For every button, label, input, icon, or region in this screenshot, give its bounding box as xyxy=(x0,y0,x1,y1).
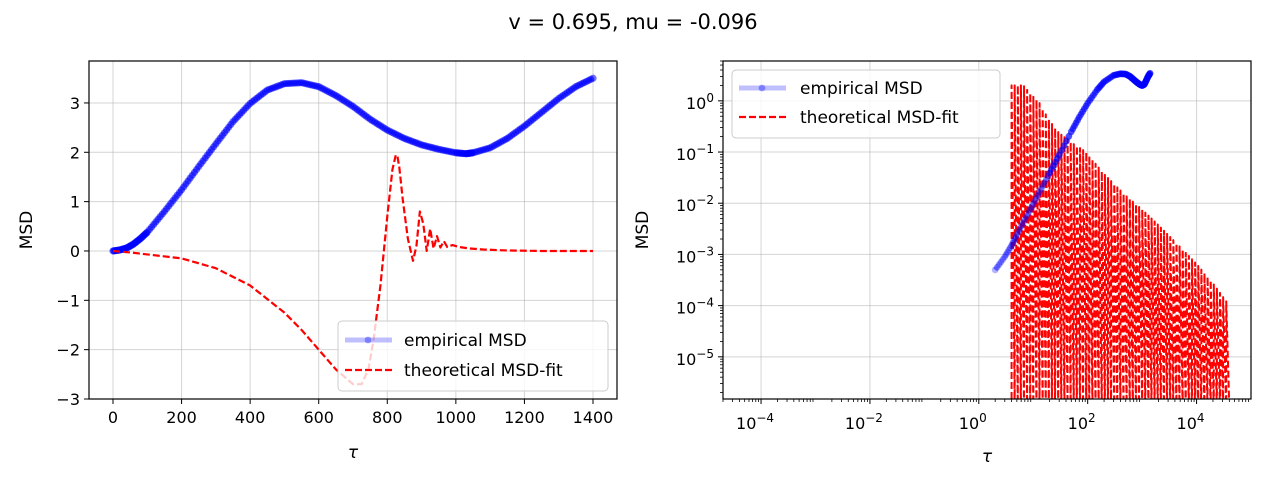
right-empirical-point xyxy=(995,261,1003,269)
left-x-tick-label: 0 xyxy=(108,408,118,427)
right-x-tick-label: 102 xyxy=(1068,411,1096,433)
right-x-tick-label: 104 xyxy=(1177,411,1205,433)
right-empirical-point xyxy=(991,266,999,274)
right-x-tick-label: 10−2 xyxy=(845,411,883,433)
left-legend-empirical-marker xyxy=(364,336,372,344)
right-series xyxy=(991,69,1231,399)
right-x-tick-label: 10−4 xyxy=(736,411,774,433)
right-empirical-point xyxy=(1001,253,1009,261)
left-legend: empirical MSD theoretical MSD-fit xyxy=(337,320,609,392)
right-empirical-point xyxy=(1033,194,1040,202)
right-empirical-point xyxy=(1031,197,1039,205)
right-y-tick-label: 10−2 xyxy=(676,193,714,215)
right-empirical-point xyxy=(1037,185,1045,193)
left-x-tick-label: 1200 xyxy=(504,408,545,427)
left-y-tick-label: −2 xyxy=(56,341,80,360)
right-x-axis-label: τ xyxy=(982,447,993,467)
right-empirical-point xyxy=(999,255,1007,263)
right-legend: empirical MSD theoretical MSD-fit xyxy=(731,69,1001,139)
left-y-axis-label: MSD xyxy=(17,211,37,250)
right-empirical-point xyxy=(1034,191,1042,199)
left-legend-empirical-label: empirical MSD xyxy=(404,331,527,351)
right-legend-empirical-marker xyxy=(758,84,766,92)
right-legend-box xyxy=(731,69,1001,139)
left-y-tick-label: 3 xyxy=(70,94,80,113)
left-x-tick-label: 200 xyxy=(166,408,197,427)
right-empirical-point xyxy=(1028,203,1035,211)
right-y-axis-label: MSD xyxy=(633,211,653,250)
left-legend-box xyxy=(337,320,609,392)
right-empirical-point xyxy=(1008,242,1015,249)
left-y-tick-label: −3 xyxy=(56,390,80,409)
left-axes-frame xyxy=(88,60,618,400)
left-y-tick-label: 2 xyxy=(70,143,80,162)
right-empirical-point xyxy=(1015,228,1022,236)
left-x-tick-label: 600 xyxy=(303,408,334,427)
right-empirical-point xyxy=(1026,206,1034,214)
right-empirical-point xyxy=(1029,200,1037,208)
right-empirical-point xyxy=(1013,231,1021,239)
figure-title: v = 0.695, mu = -0.096 xyxy=(508,10,758,34)
right-legend-theory-label: theoretical MSD-fit xyxy=(800,108,959,128)
right-y-tick-label: 10−4 xyxy=(676,296,714,318)
right-x-ticks: 10−4 10−2 100 102 104 xyxy=(722,399,1249,433)
right-empirical-point xyxy=(1016,225,1024,233)
right-empirical-point xyxy=(1036,188,1044,196)
right-empirical-point xyxy=(1042,175,1050,183)
right-empirical-point xyxy=(993,263,1001,271)
right-empirical-point xyxy=(1009,239,1017,247)
right-empirical-point xyxy=(1012,233,1020,241)
right-empirical-point xyxy=(1019,219,1027,227)
right-empirical-point xyxy=(1002,251,1010,258)
right-y-tick-label: 10−5 xyxy=(676,347,714,369)
right-empirical-point xyxy=(1024,209,1032,217)
right-empirical-point xyxy=(1041,179,1048,186)
right-empirical-point xyxy=(1004,248,1011,256)
left-y-tick-label: −1 xyxy=(56,291,80,310)
left-x-tick-label: 800 xyxy=(372,408,403,427)
right-theory-line xyxy=(1010,84,1231,399)
right-empirical-point xyxy=(1023,213,1030,220)
right-legend-empirical-label: empirical MSD xyxy=(800,79,923,99)
right-empirical-point xyxy=(1011,235,1019,243)
left-x-axis-label: τ xyxy=(348,443,359,463)
right-empirical-point xyxy=(997,258,1005,266)
right-empirical-point xyxy=(1005,246,1013,254)
left-y-tick-label: 0 xyxy=(70,242,80,261)
left-y-tick-label: 1 xyxy=(70,193,80,212)
right-x-tick-label: 100 xyxy=(959,411,987,433)
left-legend-theory-label: theoretical MSD-fit xyxy=(404,361,563,381)
left-x-tick-label: 1400 xyxy=(573,408,614,427)
right-y-tick-label: 10−3 xyxy=(676,244,714,266)
right-empirical-point xyxy=(1018,222,1026,230)
left-theory-line xyxy=(112,153,593,386)
right-empirical-point xyxy=(1010,237,1018,245)
right-panel: 10−4 10−2 100 102 104 10−510−410−310−210−110… xyxy=(633,60,1252,467)
left-series xyxy=(109,74,597,386)
left-x-ticks: 0 200 400 600 800 1000 1200 1400 xyxy=(108,399,613,427)
right-y-tick-label: 10−1 xyxy=(676,142,714,164)
right-y-tick-label: 100 xyxy=(686,91,714,113)
right-empirical-point xyxy=(1021,216,1029,223)
right-empirical-point xyxy=(1039,182,1047,190)
left-x-tick-label: 400 xyxy=(235,408,266,427)
right-y-ticks: 10−5 10−4 10−3 10−2 10−1 100 xyxy=(676,60,723,394)
left-y-ticks: −3 −2 −1 0 1 2 3 xyxy=(56,94,89,409)
left-empirical-point xyxy=(589,74,597,82)
left-x-tick-label: 1000 xyxy=(435,408,476,427)
right-empirical-point xyxy=(1146,69,1154,77)
left-panel: 0 200 400 600 800 1000 1200 1400 −3 −2 −1 0 1 2 3 τ M… xyxy=(17,60,618,463)
right-empirical-point xyxy=(1006,244,1014,252)
